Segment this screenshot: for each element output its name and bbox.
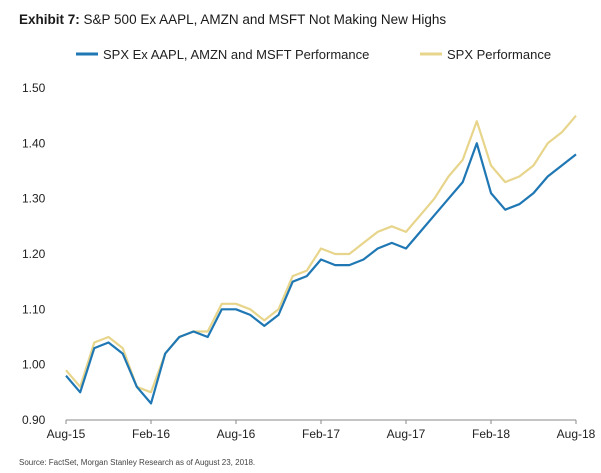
exhibit-title: S&P 500 Ex AAPL, AMZN and MSFT Not Makin… <box>83 12 447 27</box>
x-tick-label: Aug-18 <box>557 427 596 441</box>
legend: SPX Ex AAPL, AMZN and MSFT Performance SP… <box>76 47 551 62</box>
axes: 0.90 1.00 1.10 1.20 1.30 1.40 1.50 Aug-15 Feb-16… <box>22 81 596 441</box>
chart-title: Exhibit 7: S&P 500 Ex AAPL, AMZN and MSF… <box>19 12 446 27</box>
y-tick-label: 1.30 <box>22 192 46 206</box>
series-lines <box>65 114 577 405</box>
y-tick-label: 1.40 <box>22 136 46 150</box>
x-tick-label: Aug-15 <box>47 427 86 441</box>
exhibit-label: Exhibit 7: <box>19 12 80 27</box>
x-tick-label: Aug-17 <box>387 427 426 441</box>
x-tick-label: Aug-16 <box>217 427 256 441</box>
y-tick-label: 1.50 <box>22 81 46 95</box>
y-tick-label: 1.00 <box>22 358 46 372</box>
series-line-spx <box>65 114 577 394</box>
x-tick-label: Feb-16 <box>132 427 170 441</box>
y-tick-label: 1.20 <box>22 247 46 261</box>
source-note: Source: FactSet, Morgan Stanley Research… <box>19 458 256 467</box>
y-tick-label: 1.10 <box>22 302 46 316</box>
legend-item-spx: SPX Performance <box>447 47 551 62</box>
x-tick-label: Feb-17 <box>302 427 340 441</box>
series-line-spx-ex <box>65 142 577 405</box>
legend-item-spx-ex: SPX Ex AAPL, AMZN and MSFT Performance <box>103 47 369 62</box>
x-tick-label: Feb-18 <box>472 427 510 441</box>
y-tick-label: 0.90 <box>22 413 46 427</box>
